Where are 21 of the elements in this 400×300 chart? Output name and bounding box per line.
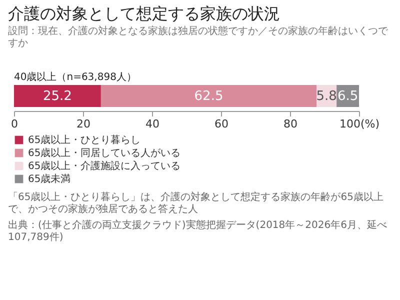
bar xyxy=(14,85,101,107)
bar xyxy=(100,85,317,107)
x-tick-label: 100(%) xyxy=(339,118,380,130)
text: 「65歳以上・ひとり暮らし」は、介護の対象として想定する家族の年齢が65歳以上で、かつその家族が独居であると答えた人 xyxy=(8,192,384,216)
data-label: 25.2 xyxy=(42,89,72,104)
data-label: 62.5 xyxy=(194,89,224,104)
y-tick-label: 40歳以上（n=63,898人） xyxy=(14,71,136,83)
data-label: 5.8 xyxy=(316,89,337,104)
legend-label: 65歳以上・ひとり暮らし xyxy=(28,134,141,146)
x-tick-label: 0 xyxy=(11,118,18,130)
legend-label: 65歳未満 xyxy=(28,173,71,185)
legend-label: 65歳以上・同居している人がいる xyxy=(28,147,181,159)
chart-subtitle: 設問：現在、介護の対象となる家族は独居の状態ですか／その家族の年齢はいくつですか xyxy=(7,24,389,50)
x-tick-label: 80 xyxy=(284,118,298,130)
chart-title: 介護の対象として想定する家族の状況 xyxy=(7,3,281,24)
x-tick-label: 20 xyxy=(76,118,90,130)
legend-label: 65歳以上・介護施設に入っている xyxy=(28,160,181,172)
x-tick-label: 40 xyxy=(146,118,160,130)
x-tick-label: 60 xyxy=(214,118,228,130)
data-label: 6.5 xyxy=(337,89,358,104)
source-note: 出典：(仕事と介護の両立支援クラウド)実態把握データ(2018年～2026年6月、延べ107,789件) xyxy=(8,220,388,244)
